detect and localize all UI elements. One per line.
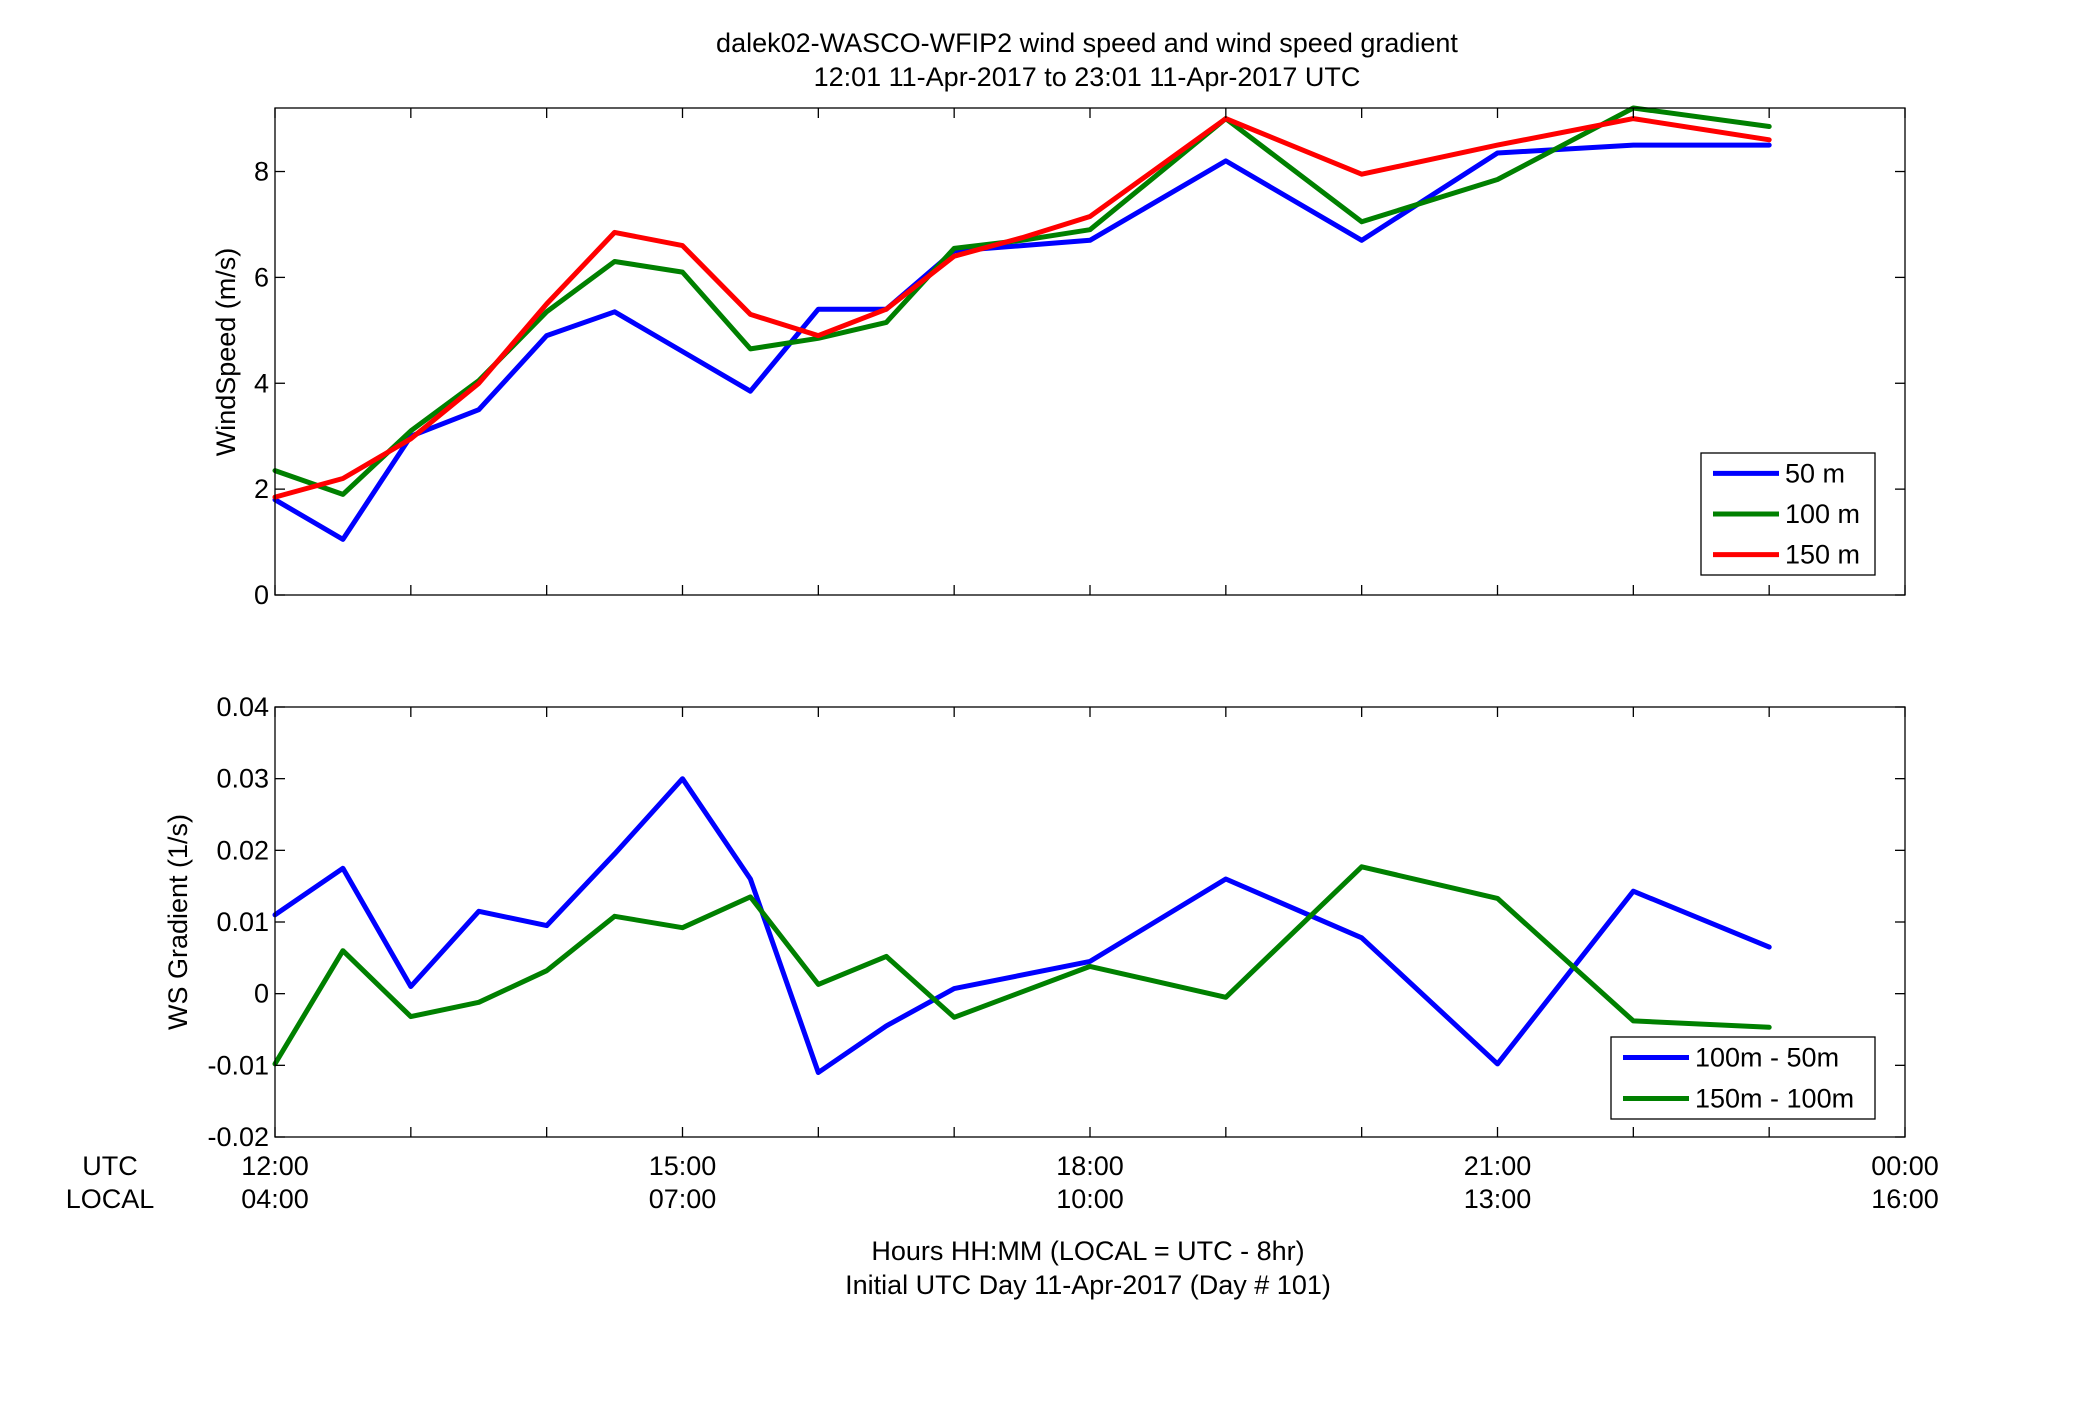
wind-speed-y-tick-label: 8 xyxy=(254,157,269,187)
wind-speed-legend-label: 150 m xyxy=(1785,540,1860,570)
x-tick-label-local: 07:00 xyxy=(649,1184,717,1214)
ws-gradient-ylabel: WS Gradient (1/s) xyxy=(163,814,193,1030)
ws-gradient-y-tick-label: 0.03 xyxy=(216,764,269,794)
ws-gradient-y-tick-label: 0 xyxy=(254,979,269,1009)
wind-speed-y-tick-label: 4 xyxy=(254,368,269,398)
ws-gradient-series-group xyxy=(272,776,1772,1075)
wind-speed-y-tick-label: 6 xyxy=(254,262,269,292)
wind-speed-ylabel: WindSpeed (m/s) xyxy=(211,248,241,457)
wind-speed-legend: 50 m 100 m 150 m xyxy=(1700,452,1876,576)
wind-speed-legend-label: 50 m xyxy=(1785,458,1845,488)
ws-gradient-y-tick-label: 0.04 xyxy=(216,692,269,722)
wind-speed-y-tick-label: 0 xyxy=(254,580,269,610)
x-tick-label-utc: 15:00 xyxy=(649,1151,717,1181)
ws-gradient-y-tick-label: 0.02 xyxy=(216,835,269,865)
wind-speed-panel: 0 2 4 6 8 WindSpeed (m/s) 50 m 100 m 150 m xyxy=(211,105,1906,610)
ws-gradient-legend-label: 100m - 50m xyxy=(1695,1043,1839,1073)
x-tick-label-local: 10:00 xyxy=(1056,1184,1124,1214)
wind-speed-series-line-1 xyxy=(272,142,1772,542)
ws-gradient-legend-label: 150m - 100m xyxy=(1695,1084,1854,1114)
wind-speed-legend-label: 100 m xyxy=(1785,499,1860,529)
ws-gradient-panel: -0.02 -0.01 0 0.01 0.02 0.03 0.04 WS Gradient … xyxy=(163,692,1906,1152)
ws-gradient-legend-box xyxy=(1610,1036,1876,1120)
x-row-label-local: LOCAL xyxy=(66,1184,155,1214)
x-tick-label-local: 13:00 xyxy=(1464,1184,1532,1214)
x-tick-label-utc: 18:00 xyxy=(1056,1151,1124,1181)
x-tick-label-utc: 00:00 xyxy=(1871,1151,1939,1181)
x-tick-label-utc: 12:00 xyxy=(241,1151,309,1181)
ws-gradient-y-tick-label: -0.02 xyxy=(207,1122,269,1152)
wind-speed-y-tick-label: 2 xyxy=(254,474,269,504)
wind-speed-series-group xyxy=(272,105,1772,542)
x-row-label-utc: UTC xyxy=(82,1151,138,1181)
wind-speed-ticks-group: 0 2 4 6 8 xyxy=(254,108,1906,610)
ws-gradient-series-line-1 xyxy=(272,776,1772,1075)
x-axis-label-line2: Initial UTC Day 11-Apr-2017 (Day # 101) xyxy=(845,1270,1331,1300)
ws-gradient-y-tick-label: -0.01 xyxy=(207,1050,269,1080)
chart-title-line1: dalek02-WASCO-WFIP2 wind speed and wind … xyxy=(716,28,1458,58)
wind-speed-series-line-2 xyxy=(272,105,1772,497)
chart-title-line2: 12:01 11-Apr-2017 to 23:01 11-Apr-2017 U… xyxy=(814,62,1361,92)
ws-gradient-ticks-group: -0.02 -0.01 0 0.01 0.02 0.03 0.04 xyxy=(207,692,1906,1152)
ws-gradient-legend: 100m - 50m 150m - 100m xyxy=(1610,1036,1876,1120)
x-tick-label-local: 04:00 xyxy=(241,1184,309,1214)
ws-gradient-y-tick-label: 0.01 xyxy=(216,907,269,937)
wind-speed-series-line-3 xyxy=(272,116,1772,500)
x-tick-label-local: 16:00 xyxy=(1871,1184,1939,1214)
x-axis-label-line1: Hours HH:MM (LOCAL = UTC - 8hr) xyxy=(871,1236,1304,1266)
ws-gradient-series-line-2 xyxy=(272,864,1772,1067)
wind-speed-plot-frame xyxy=(274,107,1906,596)
x-tick-label-utc: 21:00 xyxy=(1464,1151,1532,1181)
